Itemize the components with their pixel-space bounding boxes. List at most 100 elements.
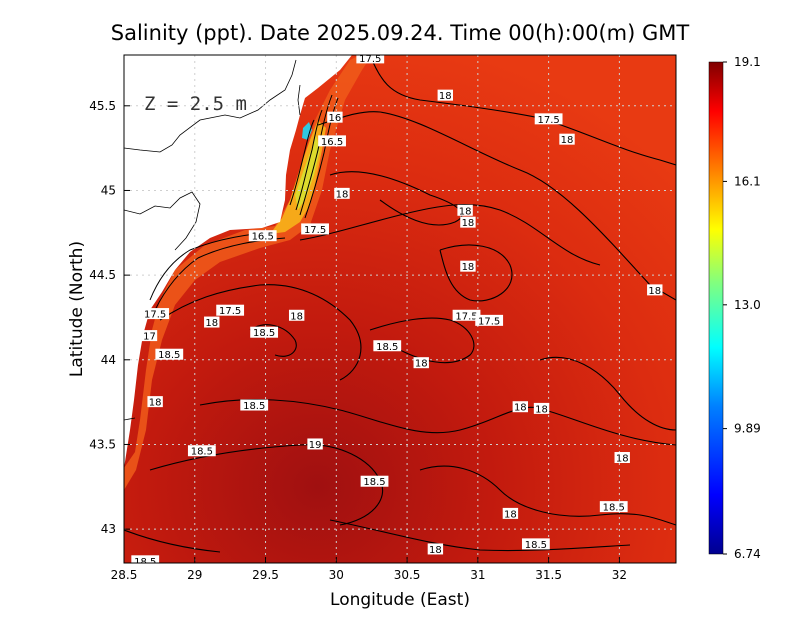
contour-label: 18 bbox=[147, 396, 163, 409]
contour-label-box bbox=[534, 113, 563, 125]
contour-label: 18 bbox=[460, 216, 476, 229]
contour-label: 18 bbox=[427, 543, 444, 556]
contour-label-text: 18 bbox=[561, 135, 574, 146]
contour-label-box bbox=[533, 402, 550, 414]
contour-label: 18 bbox=[533, 402, 550, 415]
x-tick-label: 29 bbox=[187, 568, 202, 582]
contour-label-box bbox=[318, 135, 346, 147]
contour-label-box bbox=[427, 543, 444, 555]
depth-annotation: Z = 2.5 m bbox=[144, 93, 247, 115]
contour-label-text: 18 bbox=[459, 206, 472, 217]
x-tick-label: 29.5 bbox=[252, 568, 279, 582]
contour-label: 18.5 bbox=[373, 340, 402, 353]
contour-label-text: 17.5 bbox=[359, 54, 381, 65]
x-tick-label: 28.5 bbox=[111, 568, 138, 582]
coastal-front-cyan bbox=[302, 122, 312, 140]
contour-label: 18 bbox=[334, 187, 350, 200]
contour-label-text: 17.5 bbox=[455, 311, 477, 322]
contour-label-text: 18 bbox=[462, 218, 475, 229]
contour-label-text: 18.5 bbox=[253, 328, 275, 339]
contour-label-box bbox=[647, 284, 663, 296]
contour-label-box bbox=[141, 330, 158, 342]
contour-label-text: 18 bbox=[205, 318, 218, 329]
contour-label-box bbox=[288, 309, 305, 321]
contour-label-text: 17.5 bbox=[478, 316, 500, 327]
contour-label-text: 17.5 bbox=[304, 225, 326, 236]
contour-label-text: 17 bbox=[143, 332, 156, 343]
contour-label-box bbox=[373, 340, 402, 352]
contour-label: 16 bbox=[327, 111, 343, 124]
colorbar: 19.1 16.1 13.0 9.89 6.74 bbox=[708, 55, 761, 561]
contour-label-text: 18 bbox=[415, 359, 428, 370]
contour-label: 18.5 bbox=[187, 445, 216, 458]
contour-label-box bbox=[460, 260, 476, 272]
x-tick-label: 32 bbox=[612, 568, 627, 582]
x-tick-label: 30 bbox=[329, 568, 344, 582]
x-tick-label: 31.5 bbox=[535, 568, 562, 582]
chart-title: Salinity (ppt). Date 2025.09.24. Time 00… bbox=[111, 21, 690, 45]
contour-label: 18 bbox=[457, 204, 473, 217]
contour-label-box bbox=[559, 133, 575, 145]
x-tick-label: 30.5 bbox=[394, 568, 421, 582]
contour-label-text: 18 bbox=[648, 286, 661, 297]
y-tick-label: 43.5 bbox=[89, 437, 116, 451]
contour-label-box bbox=[413, 357, 429, 369]
colorbar-tick-label: 9.89 bbox=[734, 422, 761, 436]
contour-label-text: 18 bbox=[462, 262, 475, 273]
contour-label-text: 16.5 bbox=[252, 232, 274, 243]
y-axis: 43 43.5 44 44.5 45 45.5 bbox=[89, 99, 130, 536]
contour-label-box bbox=[216, 304, 245, 316]
contour-label-text: 18.5 bbox=[243, 401, 265, 412]
contour-label: 18 bbox=[204, 316, 220, 329]
contour-label-box bbox=[521, 538, 550, 550]
contour-label-box bbox=[334, 187, 350, 199]
contour-label: 17.5 bbox=[452, 309, 481, 322]
x-axis-label: Longitude (East) bbox=[330, 590, 470, 610]
contour-label-box bbox=[301, 223, 329, 235]
contour-label-text: 16 bbox=[329, 113, 342, 124]
contour-label-text: 18 bbox=[429, 545, 442, 556]
y-tick-label: 44 bbox=[101, 353, 116, 367]
contour-label: 18.5 bbox=[155, 348, 184, 361]
contour-label-box bbox=[327, 111, 343, 123]
contour-label: 18 bbox=[647, 284, 663, 297]
contour-label-text: 18.5 bbox=[603, 503, 625, 514]
contour-label: 18 bbox=[437, 89, 453, 102]
contour-label-box bbox=[457, 204, 473, 216]
contour-label: 18 bbox=[460, 260, 476, 273]
contour-label-box bbox=[204, 316, 220, 328]
grid-lines bbox=[124, 55, 676, 563]
contour-label-box bbox=[307, 438, 323, 450]
contour-label: 16.5 bbox=[318, 135, 346, 148]
contour-label-box bbox=[599, 501, 628, 513]
contour-label-text: 18 bbox=[504, 509, 517, 520]
contour-label: 16.5 bbox=[248, 230, 277, 243]
contour-label: 18.5 bbox=[521, 538, 550, 551]
y-tick-label: 45.5 bbox=[89, 99, 116, 113]
y-tick-label: 44.5 bbox=[89, 268, 116, 282]
contour-label-box bbox=[250, 326, 279, 338]
contour-label-box bbox=[502, 507, 519, 519]
y-tick-label: 43 bbox=[101, 522, 116, 536]
contour-label-box bbox=[131, 555, 160, 563]
y-tick-label: 45 bbox=[101, 183, 116, 197]
contour-label-box bbox=[512, 401, 529, 413]
contour-label-box bbox=[452, 309, 481, 321]
contour-label-text: 18 bbox=[336, 189, 349, 200]
contour-label: 18.5 bbox=[360, 475, 389, 488]
contour-label-text: 16.5 bbox=[321, 137, 343, 148]
contour-label-box bbox=[240, 399, 269, 411]
contour-label: 18 bbox=[559, 133, 575, 146]
contour-label: 18.5 bbox=[240, 399, 269, 412]
contour-label-box bbox=[460, 216, 476, 228]
contour-label: 18.5 bbox=[131, 555, 160, 563]
colorbar-tick-label: 13.0 bbox=[734, 298, 761, 312]
contour-label-box bbox=[614, 452, 630, 464]
contour-label-text: 18 bbox=[290, 311, 303, 322]
contour-label: 18 bbox=[512, 401, 529, 414]
y-axis-label: Latitude (North) bbox=[67, 241, 87, 377]
contour-label: 17.5 bbox=[301, 223, 329, 236]
contour-label-text: 17.5 bbox=[144, 310, 166, 321]
